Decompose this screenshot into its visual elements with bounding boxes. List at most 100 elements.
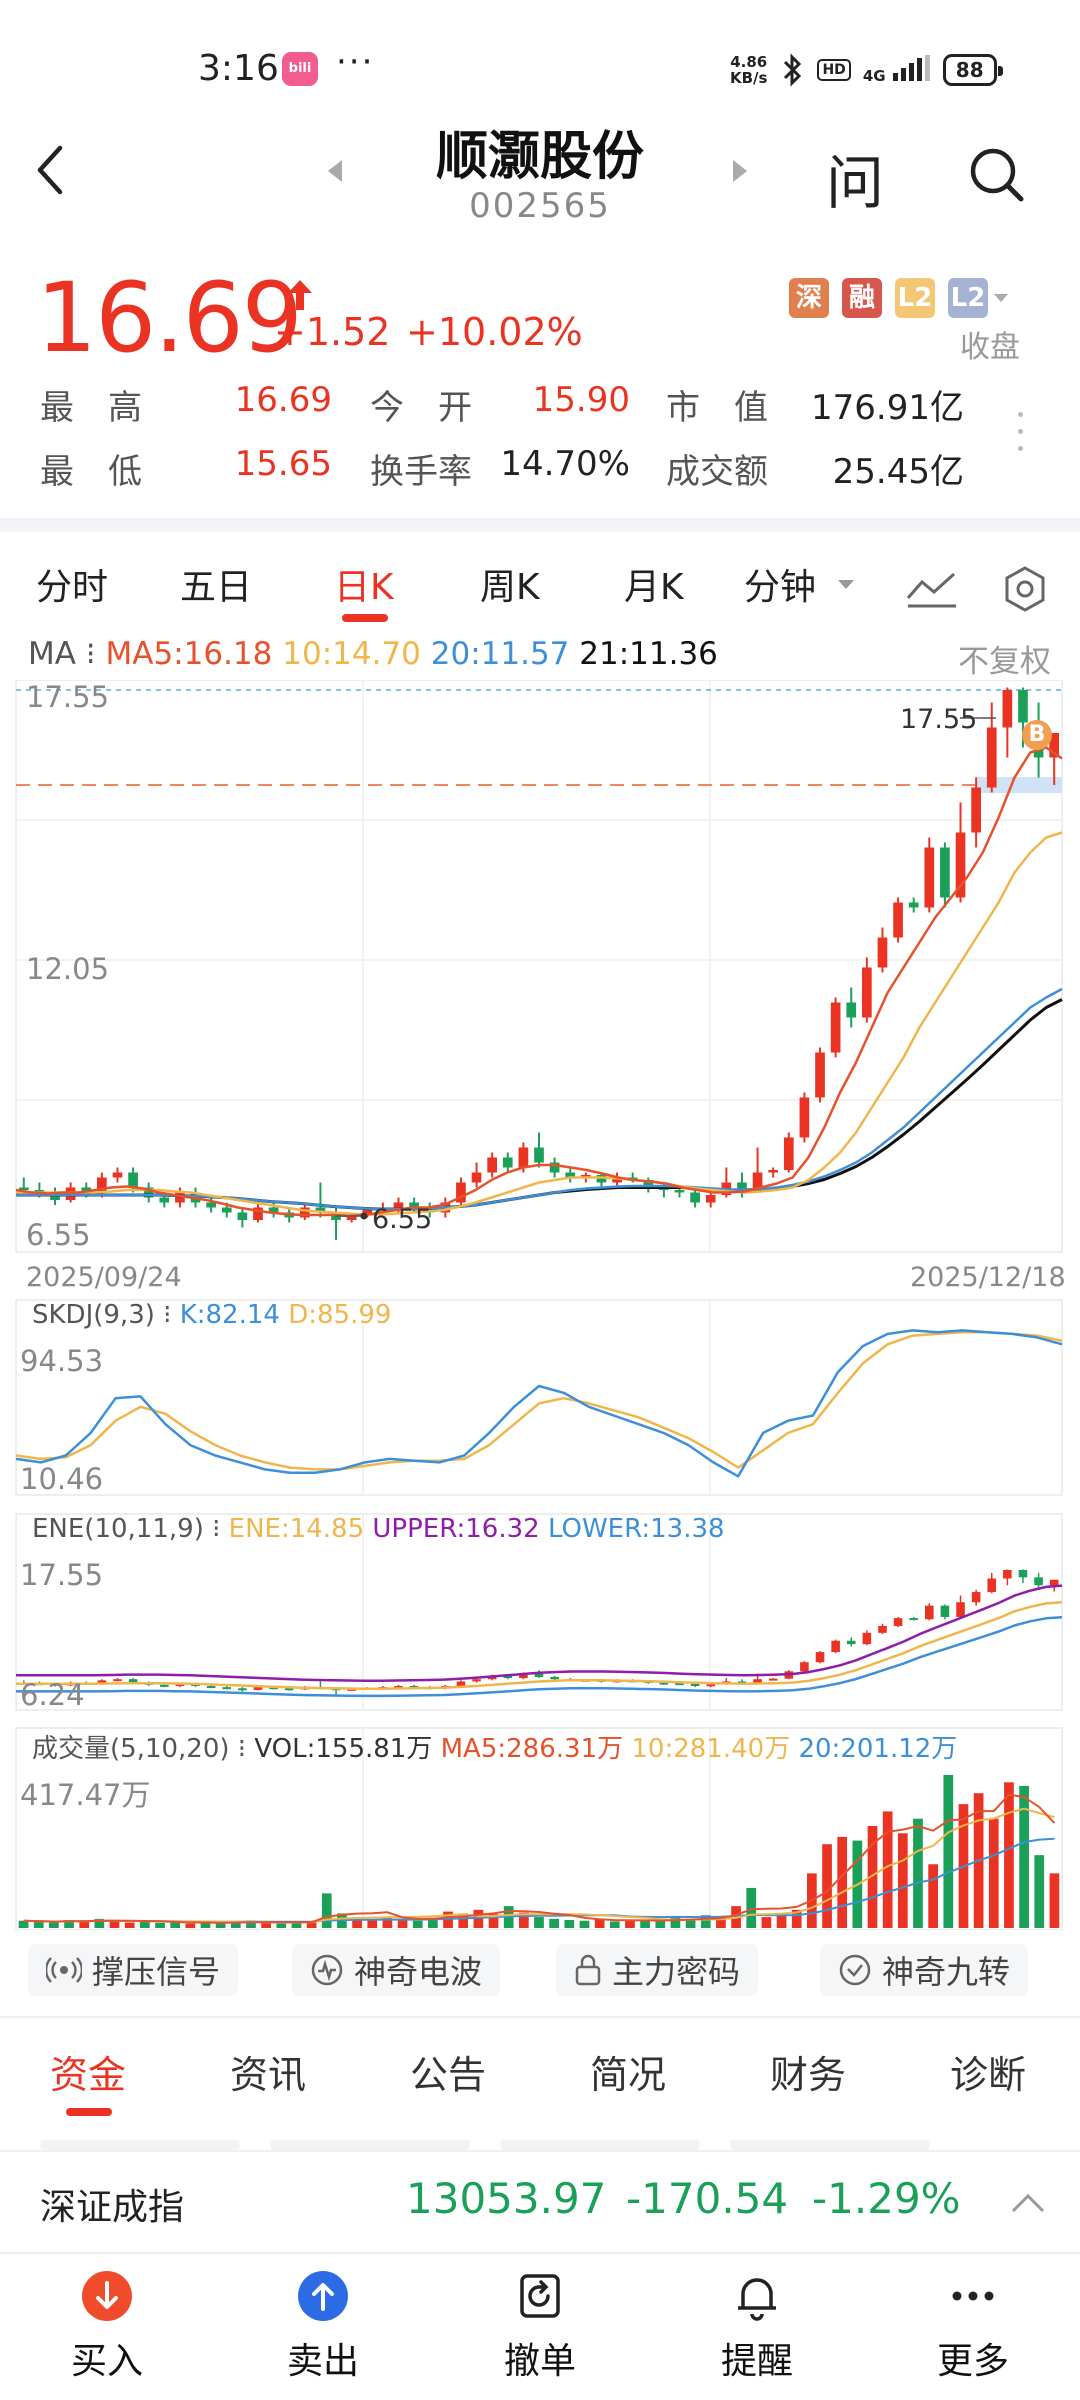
signal-bar: 撑压信号 神奇电波 主力密码 神奇九转 xyxy=(0,1938,1080,2008)
ene-lower-line xyxy=(16,1615,1063,1698)
candle-body xyxy=(955,832,966,898)
volume-bar xyxy=(625,1919,635,1928)
tab-monthly-k[interactable]: 月K xyxy=(624,567,684,608)
volume-legend[interactable]: 成交量(5,10,20) ⁝ VOL:155.81万 MA5:286.31万 1… xyxy=(32,1734,958,1764)
volume-bar xyxy=(64,1919,74,1928)
sell-button[interactable]: 卖出 xyxy=(258,2270,388,2384)
volume-bar xyxy=(579,1920,590,1928)
price-highlight xyxy=(975,777,1062,793)
index-change-pct: -1.29% xyxy=(812,2174,961,2223)
price-change-pct: +10.02% xyxy=(406,310,583,354)
next-stock-icon[interactable] xyxy=(733,160,747,182)
ene-candle-body xyxy=(269,1687,278,1690)
index-ticker[interactable]: 深证成指 13053.97 -170.54 -1.29% xyxy=(0,2150,1080,2250)
volume-bar xyxy=(170,1922,181,1928)
prev-stock-icon[interactable] xyxy=(328,160,342,182)
ma-legend[interactable]: MA ⁝ MA5:16.18 10:14.70 20:11.57 21:11.3… xyxy=(28,636,718,672)
support-resistance-button[interactable]: 撑压信号 xyxy=(28,1944,239,1996)
tab-minute[interactable]: 分钟 xyxy=(744,567,817,608)
alert-button[interactable]: 提醒 xyxy=(692,2270,822,2384)
candle-body xyxy=(565,1172,576,1178)
candle-body xyxy=(346,1215,357,1220)
stock-header: 顺灏股份 002565 问 xyxy=(0,110,1080,240)
candle-body xyxy=(315,1207,326,1213)
adjust-toggle[interactable]: 不复权 xyxy=(958,644,1051,680)
volume-bar xyxy=(700,1915,711,1928)
check-circle-icon xyxy=(839,1954,871,1986)
candle-body xyxy=(487,1157,498,1173)
level2-alt-tag[interactable]: L2 xyxy=(948,278,988,318)
volume-bar xyxy=(428,1917,438,1928)
candle-body xyxy=(924,847,935,908)
more-button[interactable]: 更多 xyxy=(908,2270,1038,2384)
candle-body xyxy=(752,1172,763,1190)
volume-bar xyxy=(230,1921,241,1928)
skdj-legend[interactable]: SKDJ(9,3) ⁝ K:82.14 D:85.99 xyxy=(32,1300,392,1330)
search-icon[interactable] xyxy=(966,144,1026,204)
ene-legend[interactable]: ENE(10,11,9) ⁝ ENE:14.85 UPPER:16.32 LOW… xyxy=(32,1514,725,1544)
chevron-down-icon[interactable] xyxy=(994,294,1008,302)
tab-profile[interactable]: 简况 xyxy=(590,2053,667,2097)
chevron-down-icon[interactable] xyxy=(838,580,854,589)
ene-candle-body xyxy=(1034,1577,1043,1586)
volume-bar xyxy=(897,1833,908,1928)
tab-news[interactable]: 资讯 xyxy=(230,2053,307,2097)
ene-candle-body xyxy=(909,1618,918,1621)
price-change: +1.52 xyxy=(274,310,391,354)
chart-style-icon[interactable] xyxy=(906,568,958,610)
magic-wave-button[interactable]: 神奇电波 xyxy=(292,1944,501,1996)
ask-button[interactable]: 问 xyxy=(826,149,885,217)
tab-announcements[interactable]: 公告 xyxy=(410,2053,487,2097)
ene-candle-body xyxy=(753,1679,762,1684)
sell-icon xyxy=(298,2271,348,2321)
ene-candle-body xyxy=(1018,1570,1028,1578)
low-label: 最 低 xyxy=(40,452,142,492)
tab-weekly-k[interactable]: 周K xyxy=(480,567,540,608)
cancel-order-button[interactable]: 撤单 xyxy=(475,2270,605,2384)
ene-candle-body xyxy=(97,1680,107,1684)
volume-bar xyxy=(594,1919,605,1928)
ene-candle-body xyxy=(815,1652,825,1663)
candle-body xyxy=(768,1170,779,1173)
tab-five-day[interactable]: 五日 xyxy=(180,567,253,608)
volume-bar xyxy=(215,1923,226,1928)
candle-body xyxy=(815,1052,825,1098)
tab-diagnosis[interactable]: 诊断 xyxy=(950,2053,1027,2097)
index-change: -170.54 xyxy=(626,2174,789,2223)
candle-body xyxy=(471,1172,482,1183)
magic-nine-button[interactable]: 神奇九转 xyxy=(820,1944,1029,1996)
panel-frame xyxy=(15,1727,1063,1930)
tab-daily-k[interactable]: 日K xyxy=(334,567,394,608)
tab-intraday[interactable]: 分时 xyxy=(36,567,109,608)
tab-financials[interactable]: 财务 xyxy=(770,2053,847,2097)
candle-body xyxy=(1049,733,1060,758)
candle-body xyxy=(456,1182,466,1203)
main-force-code-button[interactable]: 主力密码 xyxy=(556,1944,759,1996)
gear-icon[interactable] xyxy=(1000,564,1050,614)
candle-body xyxy=(159,1197,170,1203)
chevron-up-icon[interactable] xyxy=(1010,2192,1046,2214)
candle-body xyxy=(737,1182,747,1190)
kline-chart[interactable] xyxy=(0,680,1080,1930)
volume-bar xyxy=(1034,1855,1045,1928)
kline-chart-area[interactable]: 17.55 12.05 6.55 2025/09/24 2025/12/18 1… xyxy=(0,680,1080,1930)
tab-funds[interactable]: 资金 xyxy=(50,2053,127,2097)
market-status: 收盘 xyxy=(960,330,1020,365)
ene-candle-body xyxy=(456,1681,466,1687)
x-axis-start: 2025/09/24 xyxy=(26,1262,182,1293)
candle-body xyxy=(862,967,872,1018)
ene-candle-body xyxy=(503,1675,513,1679)
low-marker-dot xyxy=(360,1212,368,1220)
buy-button[interactable]: 买入 xyxy=(42,2270,172,2384)
volume-bar xyxy=(776,1913,787,1928)
volume-bar xyxy=(837,1836,848,1928)
ene-candle-body xyxy=(253,1687,263,1690)
back-icon[interactable] xyxy=(30,140,70,200)
stock-code: 002565 xyxy=(469,186,611,226)
more-quote-icon[interactable] xyxy=(1018,412,1024,463)
volume-bar xyxy=(397,1918,408,1928)
level2-tag[interactable]: L2 xyxy=(895,278,935,318)
candle-body xyxy=(112,1172,123,1178)
buy-marker[interactable]: B xyxy=(1022,720,1052,750)
candle-body xyxy=(143,1187,154,1198)
